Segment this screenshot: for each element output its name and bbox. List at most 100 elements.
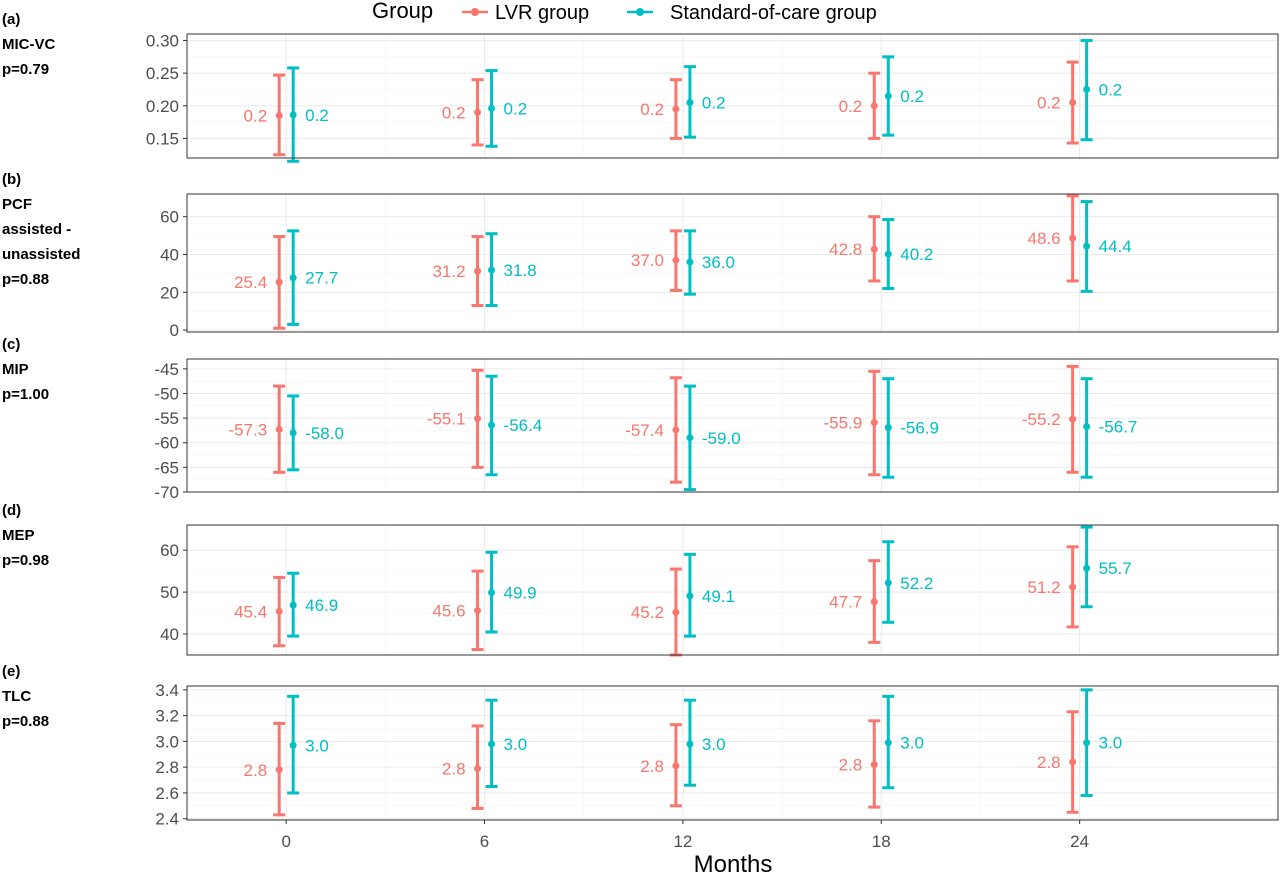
- mean-point: [884, 423, 892, 431]
- legend-label-lvr: LVR group: [495, 2, 589, 24]
- data-label: 2.8: [244, 761, 268, 780]
- y-tick-label: -60: [154, 434, 179, 453]
- legend: Group LVR group Standard-of-care group: [372, 0, 877, 24]
- panel-label-line: (a): [2, 11, 20, 28]
- legend-title: Group: [372, 0, 433, 23]
- y-tick-label: 3.0: [155, 732, 179, 751]
- panel-label-line: unassisted: [2, 246, 80, 263]
- panel-label-line: p=0.88: [2, 271, 49, 288]
- mean-point: [474, 415, 482, 423]
- mean-point: [488, 104, 496, 112]
- y-tick-label: -50: [154, 384, 179, 403]
- y-tick-label: 0.25: [146, 64, 179, 83]
- y-tick-label: 0.30: [146, 32, 179, 51]
- mean-point: [672, 426, 680, 434]
- data-label: 36.0: [702, 253, 735, 272]
- data-label: 0.2: [640, 100, 664, 119]
- data-label: -58.0: [305, 424, 344, 443]
- data-label: -55.9: [824, 414, 863, 433]
- panel-label-line: (d): [2, 502, 21, 519]
- y-tick-label: 2.8: [155, 758, 179, 777]
- x-tick-label: 0: [281, 832, 290, 851]
- panel-label-3: (d) MEP p=0.98: [2, 502, 49, 569]
- mean-point: [275, 766, 283, 774]
- legend-key-dot-lvr: [471, 8, 479, 16]
- y-tick-label: 60: [160, 208, 179, 227]
- mean-point: [672, 608, 680, 616]
- mean-point: [884, 250, 892, 258]
- panel-label-line: MEP: [2, 527, 35, 544]
- data-label: 52.2: [900, 574, 933, 593]
- mean-point: [289, 601, 297, 609]
- mean-point: [884, 739, 892, 747]
- mean-point: [275, 278, 283, 286]
- y-tick-label: 50: [160, 583, 179, 602]
- mean-point: [1069, 583, 1077, 591]
- panels: (a) MIC-VC p=0.790.150.200.250.300.2 0.2 0.2…: [2, 11, 1279, 829]
- data-label: 0.2: [244, 107, 268, 126]
- mean-point: [488, 740, 496, 748]
- panel-label-line: assisted -: [2, 221, 71, 238]
- data-label: 37.0: [631, 251, 664, 270]
- mean-point: [870, 761, 878, 769]
- data-label: -56.9: [900, 418, 939, 437]
- data-label: -56.4: [504, 416, 543, 435]
- mean-point: [275, 112, 283, 120]
- y-tick-label: 0.15: [146, 129, 179, 148]
- data-label: 45.6: [432, 602, 465, 621]
- mean-point: [289, 111, 297, 119]
- mean-point: [870, 598, 878, 606]
- data-label: 55.7: [1099, 559, 1132, 578]
- y-tick-label: 3.2: [155, 707, 179, 726]
- mean-point: [672, 256, 680, 264]
- y-tick-label: 20: [160, 283, 179, 302]
- panel-2: (c) MIP p=1.00 -70 -65 -60 -55 -50 -45 -57.3 -55.1…: [2, 336, 1279, 502]
- y-tick-label: -45: [154, 360, 179, 379]
- data-label: 48.6: [1028, 229, 1061, 248]
- panel-border: [186, 33, 1279, 159]
- data-label: 40.2: [900, 245, 933, 264]
- mean-point: [488, 421, 496, 429]
- panel-border: [186, 524, 1279, 656]
- data-label: 44.4: [1099, 237, 1132, 256]
- x-axis: 0 6 12 18 24: [281, 820, 1089, 851]
- data-label: 45.2: [631, 603, 664, 622]
- x-tick-label: 6: [480, 832, 489, 851]
- legend-label-standard-of-care: Standard-of-care group: [670, 2, 877, 24]
- mean-point: [1069, 758, 1077, 766]
- data-label: 2.8: [839, 756, 863, 775]
- y-tick-label: 40: [160, 245, 179, 264]
- data-label: 42.8: [829, 240, 862, 259]
- data-label: 0.2: [442, 103, 466, 122]
- panel-label-4: (e) TLC p=0.88: [2, 663, 49, 730]
- mean-point: [672, 105, 680, 113]
- panel-label-line: MIC-VC: [2, 36, 55, 53]
- panel-border: [186, 685, 1279, 821]
- mean-point: [474, 764, 482, 772]
- y-tick-label: 60: [160, 541, 179, 560]
- mean-point: [1083, 422, 1091, 430]
- data-label: 2.8: [640, 757, 664, 776]
- data-label: 49.1: [702, 587, 735, 606]
- legend-item-lvr: LVR group: [462, 2, 589, 24]
- data-label: 3.0: [702, 735, 726, 754]
- data-label: 0.2: [839, 97, 863, 116]
- panel-label-line: p=0.79: [2, 61, 49, 78]
- mean-point: [686, 434, 694, 442]
- data-label: 2.8: [442, 759, 466, 778]
- legend-item-standard-of-care: Standard-of-care group: [627, 2, 877, 24]
- mean-point: [289, 429, 297, 437]
- mean-point: [488, 266, 496, 274]
- panel-label-0: (a) MIC-VC p=0.79: [2, 11, 55, 78]
- mean-point: [870, 419, 878, 427]
- mean-point: [1069, 415, 1077, 423]
- panel-label-2: (c) MIP p=1.00: [2, 336, 49, 403]
- data-label: 0.2: [1037, 94, 1061, 113]
- data-label: 51.2: [1028, 578, 1061, 597]
- panel-4: (e) TLC p=0.88 2.4 2.6 2.8 3.0 3.2 3.4 2.8 2.8 2.8 2…: [2, 663, 1279, 829]
- panel-label-line: TLC: [2, 688, 31, 705]
- data-label: 3.0: [504, 735, 528, 754]
- panel-label-line: (c): [2, 336, 20, 353]
- mean-point: [870, 102, 878, 110]
